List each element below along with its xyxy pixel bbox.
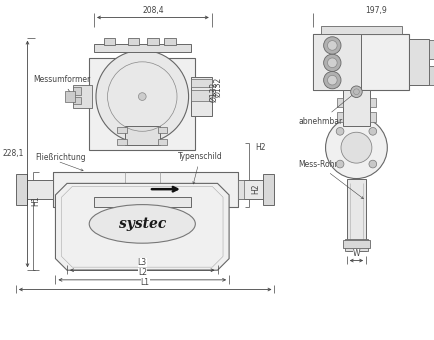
Bar (72, 85, 92, 108)
Bar (125, 125, 159, 145)
Bar (158, 128, 167, 133)
Bar (53, 172, 237, 206)
Bar (65, 91, 75, 102)
Text: Ø132: Ø132 (213, 77, 222, 97)
Bar (344, 239, 367, 251)
Circle shape (340, 132, 371, 163)
Bar (342, 90, 369, 126)
Text: W: W (352, 249, 359, 258)
Bar (336, 98, 342, 107)
Text: 228,1: 228,1 (2, 150, 23, 158)
Text: 197,9: 197,9 (364, 5, 386, 15)
Circle shape (323, 71, 340, 89)
Bar (26, 180, 53, 199)
Bar (117, 139, 127, 145)
Circle shape (368, 160, 376, 168)
Text: 208,4: 208,4 (142, 5, 163, 15)
Bar (190, 77, 211, 116)
Bar (158, 139, 167, 145)
Bar (190, 90, 211, 101)
Bar (428, 40, 434, 59)
Bar (72, 97, 80, 104)
Bar (346, 178, 365, 251)
Bar (94, 197, 190, 206)
Text: L3: L3 (138, 258, 147, 267)
Bar (408, 39, 428, 85)
Bar (342, 240, 369, 248)
Text: L1: L1 (140, 277, 149, 287)
Circle shape (335, 160, 343, 168)
Circle shape (368, 128, 376, 135)
Ellipse shape (89, 205, 195, 243)
Circle shape (327, 40, 336, 50)
Text: H1: H1 (31, 195, 40, 206)
Circle shape (138, 93, 146, 100)
Bar (190, 79, 211, 87)
Bar (103, 38, 115, 46)
Bar (164, 38, 176, 46)
Bar (262, 174, 274, 205)
Bar (237, 180, 243, 199)
Text: Mess-Rohr: Mess-Rohr (298, 160, 362, 199)
Bar (128, 38, 139, 46)
Text: L2: L2 (138, 268, 146, 277)
Bar (117, 128, 127, 133)
Bar (369, 98, 375, 107)
Text: abnehmbar: abnehmbar (298, 94, 353, 125)
Text: Fließrichtung: Fließrichtung (35, 153, 85, 162)
Circle shape (327, 58, 336, 68)
Bar (16, 174, 27, 205)
Text: Ø132: Ø132 (209, 82, 218, 102)
Bar (428, 66, 434, 85)
Text: H2: H2 (255, 143, 265, 152)
Bar (89, 58, 195, 150)
Text: Typenschild: Typenschild (178, 152, 222, 184)
Bar (312, 34, 360, 90)
Bar (312, 34, 408, 90)
Bar (147, 38, 158, 46)
Circle shape (350, 86, 362, 98)
Bar (237, 180, 264, 199)
Circle shape (323, 37, 340, 54)
Circle shape (327, 75, 336, 85)
Text: H2: H2 (251, 184, 260, 194)
Circle shape (96, 50, 188, 143)
Text: systec: systec (118, 217, 166, 231)
Circle shape (335, 128, 343, 135)
Text: Messumformer: Messumformer (33, 75, 90, 94)
Circle shape (323, 54, 340, 71)
Circle shape (325, 117, 386, 178)
Bar (320, 26, 401, 34)
Bar (336, 112, 342, 122)
Bar (94, 45, 190, 52)
Polygon shape (55, 183, 229, 270)
Bar (72, 87, 80, 95)
Bar (369, 112, 375, 122)
